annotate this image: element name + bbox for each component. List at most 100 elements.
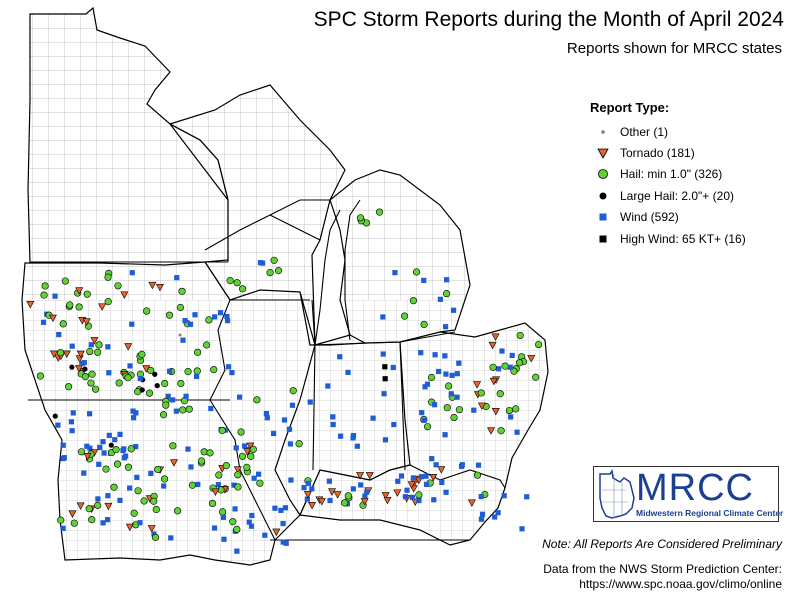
hail-report-marker: [65, 383, 73, 391]
hail-report-marker: [515, 359, 524, 367]
wind-report-marker: [97, 444, 103, 451]
wind-report-marker: [208, 405, 214, 412]
wind-report-marker: [424, 381, 431, 387]
hail-report-marker: [104, 273, 112, 281]
wind-report-marker: [358, 482, 364, 488]
wind-report-marker: [326, 478, 332, 484]
hail-report-marker: [83, 290, 91, 298]
hail-report-marker: [427, 373, 436, 382]
wind-report-marker: [212, 314, 218, 320]
wind-report-marker: [514, 429, 520, 435]
wind-report-marker: [70, 410, 76, 416]
mrcc-logo-subtext: Midwestern Regional Climate Center: [636, 508, 784, 518]
hail-report-marker: [477, 389, 485, 397]
hail-report-marker: [233, 525, 241, 533]
large-hail-report-marker: [154, 383, 160, 389]
wind-report-marker: [404, 487, 410, 493]
hail-report-marker: [289, 387, 297, 395]
tornado-report-marker: [75, 287, 84, 295]
large-hail-report-marker: [69, 364, 75, 370]
state-line-in-oh: [399, 341, 406, 471]
wind-report-marker: [183, 393, 189, 399]
wind-report-marker: [263, 410, 269, 417]
wind-report-marker: [439, 479, 445, 486]
wind-report-marker: [287, 441, 294, 447]
wind-report-marker: [327, 497, 333, 504]
hail-report-marker: [85, 505, 93, 513]
wind-report-marker: [95, 496, 101, 502]
hail-report-marker: [169, 442, 177, 450]
wind-report-marker: [309, 486, 315, 492]
hail-report-marker: [197, 457, 206, 465]
tornado-report-marker: [527, 355, 536, 363]
wind-report-marker: [264, 415, 270, 421]
data-source-url[interactable]: https://www.spc.noaa.gov/climo/online: [579, 577, 782, 591]
midwest-outline-logo-icon: [599, 468, 635, 519]
wind-report-marker: [280, 520, 286, 527]
hail-report-marker: [75, 303, 83, 311]
tornado-report-marker: [48, 314, 57, 323]
wind-report-marker: [117, 497, 123, 503]
hail-report-marker: [229, 518, 237, 526]
wind-report-marker: [161, 483, 167, 489]
tornado-report-marker: [49, 350, 58, 359]
wind-report-marker: [55, 422, 61, 428]
wind-report-marker: [195, 481, 201, 487]
wind-report-marker: [60, 525, 66, 531]
wind-report-marker: [448, 391, 454, 397]
hail-report-marker: [249, 445, 257, 453]
wind-report-marker: [496, 366, 502, 372]
hail-report-marker: [165, 311, 174, 319]
hail-report-marker: [274, 267, 283, 275]
wind-report-marker: [421, 417, 427, 423]
tornado-report-marker: [155, 284, 164, 292]
wind-report-marker: [421, 277, 427, 284]
hail-report-marker: [130, 509, 138, 517]
mrcc-logo-text: MRCC: [636, 467, 754, 509]
tornado-report-marker: [120, 291, 129, 299]
hail-report-marker: [295, 440, 303, 448]
legend-item-wind: Wind (592): [590, 207, 746, 228]
wind-report-marker: [444, 277, 450, 283]
wind-report-marker: [185, 446, 191, 452]
hail-report-marker: [450, 413, 458, 422]
wind-report-marker: [442, 432, 448, 438]
hail-report-marker: [61, 277, 69, 285]
hail-report-marker: [176, 303, 185, 312]
hail-report-marker: [237, 428, 245, 436]
hail-report-marker: [194, 348, 202, 356]
wind-report-marker: [117, 431, 123, 437]
high-wind-report-marker: [382, 376, 388, 382]
wind-report-marker: [233, 445, 239, 451]
hail-report-marker: [239, 285, 247, 293]
tornado-report-marker: [360, 498, 369, 506]
other-report-marker: [178, 333, 182, 337]
wind-report-marker: [432, 352, 438, 358]
state-line-mn-wi: [169, 123, 229, 262]
hail-report-marker: [375, 208, 384, 216]
hail-report-marker: [443, 290, 451, 298]
wind-report-marker: [88, 342, 94, 348]
hail-report-marker: [36, 372, 44, 380]
wind-report-marker: [224, 313, 230, 320]
wind-report-marker: [79, 360, 85, 367]
hail-report-marker: [138, 350, 146, 358]
wind-report-marker: [246, 519, 252, 525]
hail-report-marker: [256, 479, 264, 487]
hail-report-marker: [512, 405, 520, 413]
wind-report-marker: [130, 408, 136, 414]
hail-report-marker: [178, 287, 186, 295]
small-gray-dot-icon: [601, 129, 605, 134]
hail-report-marker: [270, 256, 278, 264]
legend-label-large-hail: Large Hail: 2.0"+ (20): [620, 188, 734, 203]
wind-report-marker: [249, 512, 255, 519]
hail-report-marker: [87, 379, 95, 387]
hail-report-marker: [341, 499, 349, 507]
hail-report-marker: [243, 463, 251, 471]
hail-report-marker: [154, 465, 162, 474]
state-line-mo-il: [209, 399, 276, 541]
wind-report-marker: [475, 462, 482, 468]
tornado-report-marker: [62, 350, 71, 359]
hail-report-marker: [91, 385, 100, 393]
hail-report-marker: [40, 291, 48, 299]
